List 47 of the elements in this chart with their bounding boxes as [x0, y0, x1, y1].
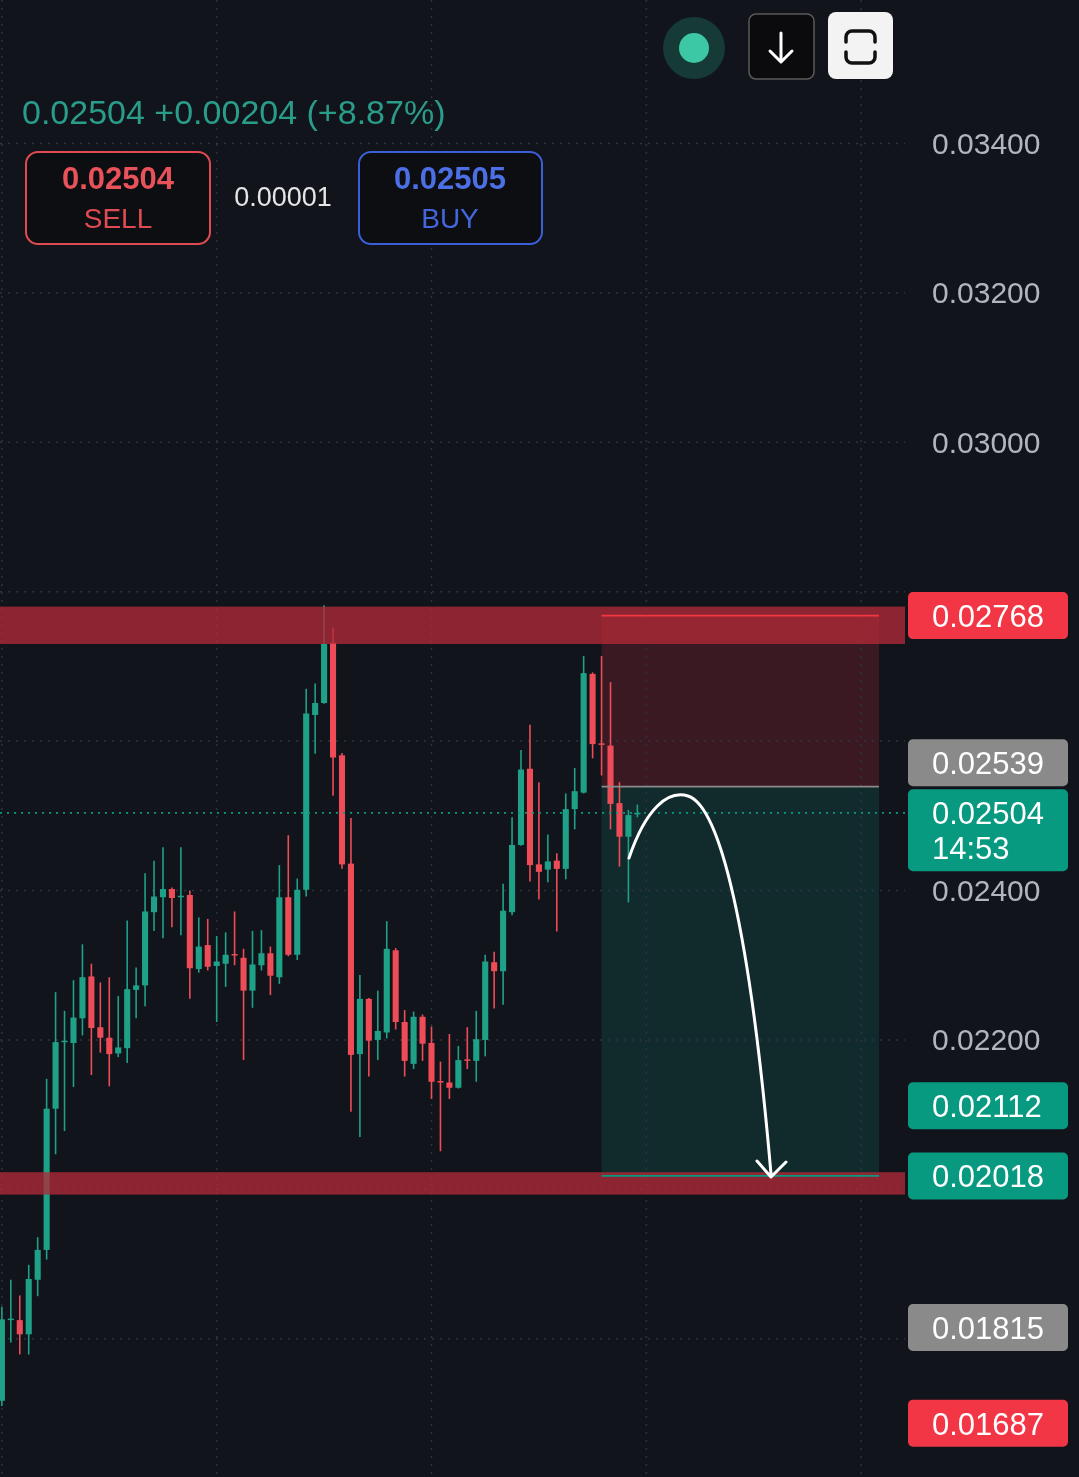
candlestick	[133, 966, 140, 1020]
candlestick	[437, 1060, 444, 1153]
candlestick	[312, 682, 319, 755]
annotation: 0.02505	[393, 160, 507, 196]
ref-line-label: 0.02768	[932, 599, 1045, 635]
candlestick	[258, 929, 265, 972]
candlestick	[159, 846, 167, 940]
text: 0.01815	[932, 1311, 1045, 1347]
y-tick-label: 0.03200	[932, 276, 1041, 310]
candlestick	[106, 976, 113, 1088]
sell-button: 0.02504 SELL	[25, 151, 211, 245]
y-tick-label: 0.02200	[932, 1023, 1041, 1057]
candlestick	[625, 809, 632, 904]
ref-line-label: 0.02504 14:53	[932, 796, 1045, 867]
candlestick	[195, 916, 202, 974]
candlestick	[598, 655, 605, 777]
y-tick-label: 0.03400	[932, 126, 1041, 160]
candlestick	[16, 1294, 23, 1356]
candlestick	[553, 852, 560, 933]
candlestick	[267, 945, 274, 996]
candlestick	[222, 931, 229, 988]
ref-line-label: 0.02539	[932, 746, 1045, 782]
candlestick	[464, 1026, 471, 1070]
buy-button: 0.02505 BUY	[358, 151, 543, 245]
annotation: 0.02504	[61, 160, 175, 196]
ref-line-label: 0.02018	[932, 1159, 1045, 1195]
text: 0.01687	[932, 1406, 1045, 1442]
candlestick	[473, 1010, 480, 1083]
candlestick	[231, 910, 238, 967]
annotation: SELL	[83, 202, 153, 234]
annotation: 0.02504 +0.00204 (+8.87%)	[22, 93, 446, 131]
candlestick	[571, 767, 578, 831]
candlestick	[374, 989, 381, 1061]
y-tick-label: 0.03000	[932, 425, 1041, 459]
candlestick	[115, 995, 122, 1058]
candlestick	[204, 918, 211, 972]
candlestick	[544, 833, 551, 884]
text: 0.02112	[932, 1089, 1042, 1125]
candlestick	[535, 781, 542, 901]
candlestick	[150, 859, 158, 932]
candlestick	[168, 886, 175, 928]
candlestick	[491, 950, 498, 1010]
annotation: 0.00001	[234, 182, 332, 212]
y-tick-label: 0.02400	[932, 874, 1041, 908]
candlestick	[446, 1033, 453, 1100]
annotation: BUY	[421, 202, 480, 234]
candlestick	[97, 981, 104, 1054]
